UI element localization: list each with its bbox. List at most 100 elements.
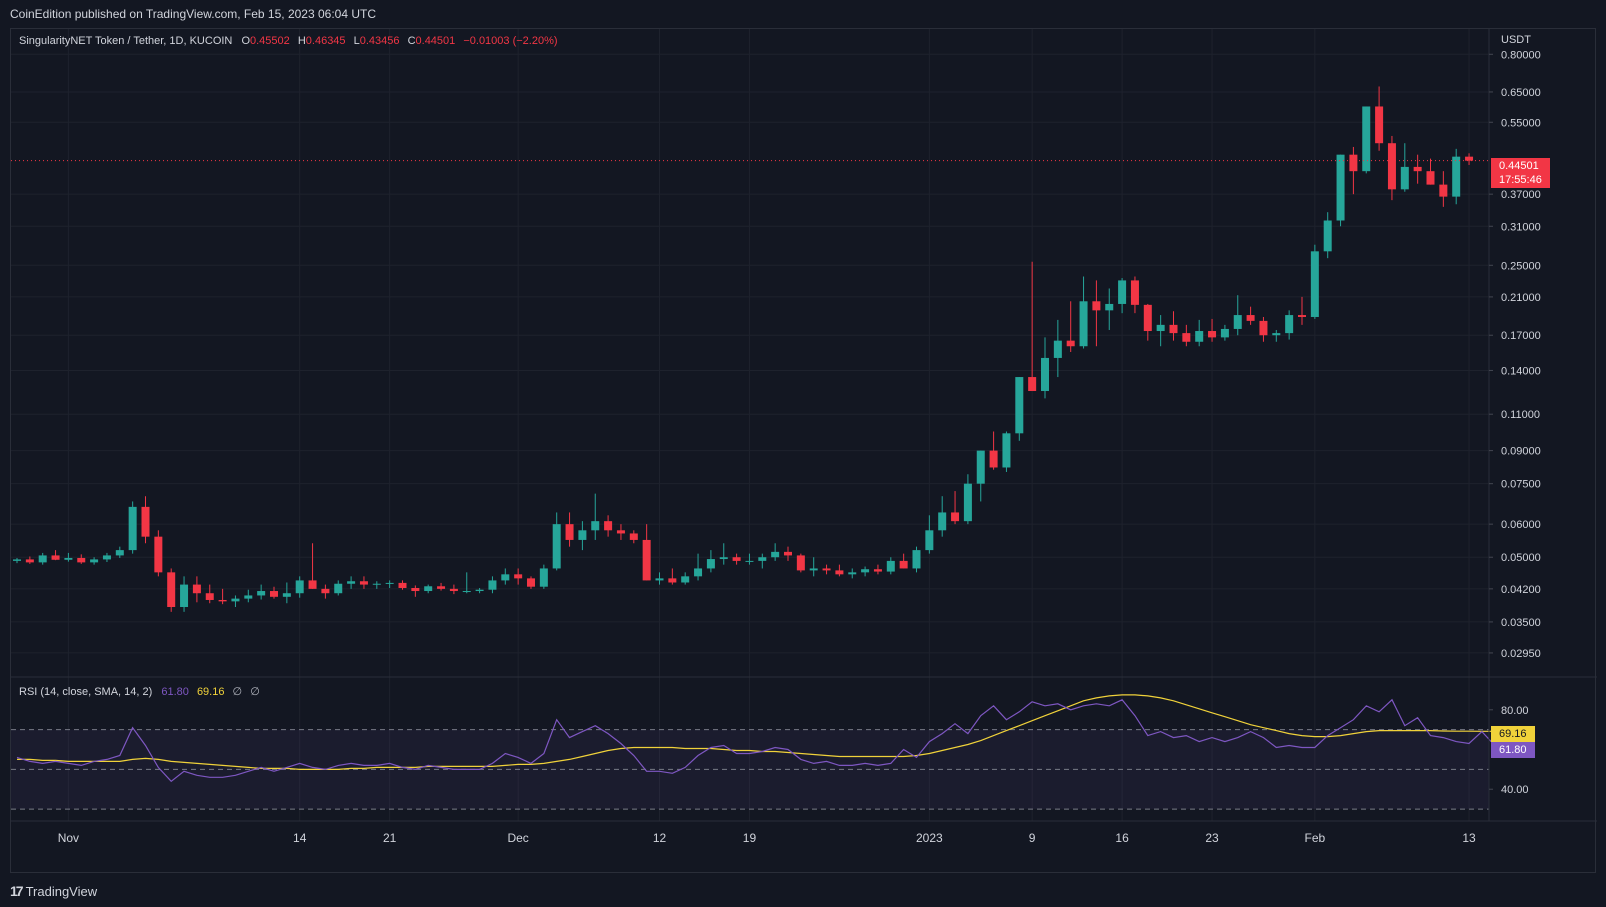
candle-down (167, 572, 176, 608)
candle-down (835, 570, 844, 575)
symbol-name[interactable]: SingularityNET Token / Tether, 1D, KUCOI… (19, 35, 233, 47)
time-tick-label: 2023 (916, 831, 943, 845)
candle-up (539, 568, 548, 587)
candle-down (437, 586, 446, 589)
candle-down (359, 581, 368, 585)
rsi-tick-label: 80.00 (1501, 705, 1529, 717)
candle-down (1066, 340, 1075, 347)
candle-up (295, 580, 304, 594)
time-tick-label: 16 (1115, 831, 1129, 845)
symbol-legend[interactable]: SingularityNET Token / Tether, 1D, KUCOI… (19, 35, 558, 47)
candle-down (822, 568, 831, 571)
price-tick-label: 0.03500 (1501, 617, 1541, 629)
candle-up (385, 582, 394, 584)
time-tick-label: 12 (653, 831, 667, 845)
candle-up (1118, 280, 1127, 304)
candle-up (976, 450, 985, 484)
candle-up (424, 586, 433, 592)
candle-up (1400, 166, 1409, 190)
rsi-label[interactable]: RSI (14, close, SMA, 14, 2) (19, 686, 153, 698)
price-tick-label: 0.21000 (1501, 292, 1541, 304)
candle-down (1439, 184, 1448, 197)
price-tick-label: 0.07500 (1501, 479, 1541, 491)
price-tick-label: 0.14000 (1501, 365, 1541, 377)
price-tick-label: 0.04200 (1501, 584, 1541, 596)
candle-down (1413, 166, 1422, 172)
candle-up (372, 583, 381, 585)
candle-up (115, 550, 124, 556)
candle-up (552, 524, 561, 569)
candle-up (1233, 315, 1242, 329)
chart-canvas[interactable]: 0.80000 0.65000 0.55000 0.37000 0.31000 0.250… (11, 29, 1597, 874)
candle-up (231, 598, 240, 602)
candle-down (154, 536, 163, 573)
candle-down (989, 450, 998, 468)
candle-down (1246, 315, 1255, 321)
candle-down (77, 557, 86, 563)
price-tick-label: 0.17000 (1501, 330, 1541, 342)
chart-frame[interactable]: 0.80000 0.65000 0.55000 0.37000 0.31000 0.250… (10, 28, 1597, 874)
candle-up (886, 560, 895, 572)
candle-down (668, 578, 677, 583)
high-label: H (297, 35, 306, 47)
price-tick-label: 0.31000 (1501, 221, 1541, 233)
candle-up (1220, 328, 1229, 338)
candle-up (1285, 315, 1294, 334)
price-tick-label: 0.09000 (1501, 446, 1541, 458)
candle-up (1079, 301, 1088, 347)
candle-up (591, 521, 600, 531)
publisher-text: CoinEdition published on TradingView.com… (10, 7, 377, 21)
candle-up (128, 506, 137, 551)
candle-down (1169, 324, 1178, 334)
rsi-legend[interactable]: RSI (14, close, SMA, 14, 2) 61.80 69.16 … (19, 685, 260, 698)
candle-down (51, 555, 60, 560)
candle-up (1041, 357, 1049, 392)
candle-down (398, 582, 407, 588)
time-tick-label: 9 (1029, 831, 1036, 845)
candle-up (719, 557, 728, 560)
candle-down (565, 524, 574, 540)
candle-up (809, 568, 818, 571)
axes: 0.80000 0.65000 0.55000 0.37000 0.31000 0.250… (11, 29, 1597, 845)
close-label: C (407, 35, 416, 47)
tradingview-logo[interactable]: 17 TradingView (10, 883, 97, 899)
candle-up (64, 557, 73, 560)
candle-up (925, 530, 934, 551)
candle-up (1310, 251, 1319, 317)
rsi-sma-badge: 69.16 (1491, 726, 1535, 742)
candle-down (411, 587, 420, 592)
candle-up (90, 559, 99, 563)
price-tick-label: 0.25000 (1501, 260, 1541, 272)
candle-down (1028, 377, 1037, 392)
open-value: 0.45502 (250, 35, 290, 47)
candle-down (218, 599, 227, 602)
candle-down (642, 539, 651, 581)
candle-down (25, 559, 34, 563)
rsi-value-badge: 61.80 (1491, 742, 1535, 758)
price-tick-label: 0.55000 (1501, 117, 1541, 129)
candle-up (13, 559, 21, 561)
candle-down (514, 574, 523, 579)
candle-up (912, 550, 921, 569)
rsi-lines (16, 694, 1496, 783)
candle-down (1465, 156, 1474, 161)
tradingview-brand: TradingView (25, 883, 98, 899)
price-tick-label: 0.65000 (1501, 87, 1541, 99)
candle-down (1349, 154, 1358, 172)
candle-up (488, 580, 497, 590)
open-label: O (241, 35, 250, 47)
candle-up (655, 578, 664, 581)
candle-down (449, 588, 458, 592)
time-tick-label: Feb (1305, 831, 1326, 845)
candle-up (1002, 433, 1011, 468)
time-tick-label: Nov (58, 831, 79, 845)
grid-lines (11, 29, 1489, 821)
candle-down (270, 591, 278, 597)
candle-down (1387, 143, 1396, 190)
candle-up (347, 581, 356, 584)
candle-down (784, 551, 792, 556)
candle-down (629, 533, 638, 540)
rsi-extra-1: ∅ (232, 686, 243, 698)
header-bar: CoinEdition published on TradingView.com… (0, 0, 1606, 28)
candle-down (616, 530, 625, 534)
